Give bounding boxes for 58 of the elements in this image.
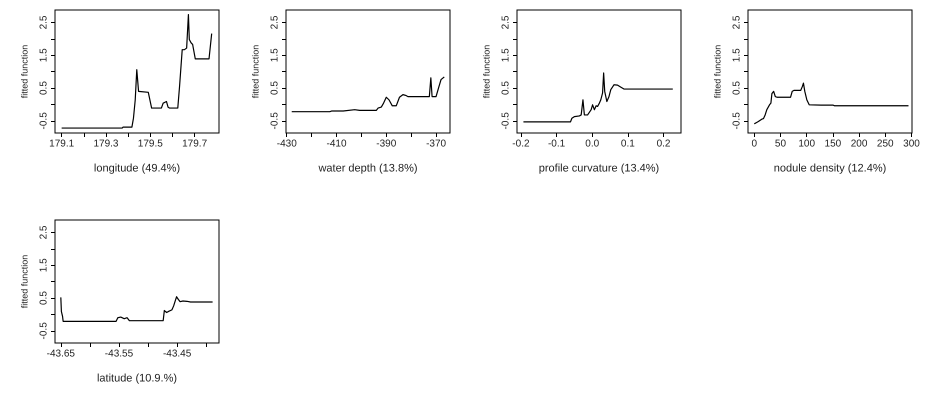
x-tick-label: -410 bbox=[326, 138, 347, 150]
y-tick-label: 0.5 bbox=[38, 290, 50, 306]
x-tick-label: -43.55 bbox=[104, 348, 134, 360]
x-axis-title: longitude (49.4%) bbox=[94, 162, 180, 174]
y-axis-title: fitted function bbox=[250, 44, 260, 98]
x-axis-title: profile curvature (13.4%) bbox=[538, 162, 660, 174]
y-tick-label: -0.5 bbox=[38, 112, 50, 130]
y-tick-label: 0.5 bbox=[500, 80, 512, 96]
y-tick-label: -0.5 bbox=[500, 112, 512, 130]
y-tick-label: 1.5 bbox=[38, 48, 50, 62]
y-tick-label: 2.5 bbox=[500, 15, 512, 30]
x-tick-label: -0.2 bbox=[512, 138, 530, 150]
x-axis-title: water depth (13.8%) bbox=[317, 162, 418, 174]
y-tick-label: -0.5 bbox=[270, 112, 280, 130]
line-series bbox=[291, 76, 445, 112]
line-series bbox=[522, 72, 674, 122]
x-tick-label: -390 bbox=[376, 138, 397, 150]
x-tick-label: 179.3 bbox=[93, 138, 119, 150]
x-tick-label: 50 bbox=[774, 138, 786, 150]
y-tick-label: 1.5 bbox=[38, 258, 50, 272]
y-tick-label: 0.5 bbox=[732, 80, 742, 96]
x-tick-label: 0 bbox=[752, 138, 758, 150]
x-tick-label: 0.1 bbox=[620, 138, 636, 150]
y-tick-label: 2.5 bbox=[732, 15, 742, 30]
y-tick-label: 0.5 bbox=[270, 80, 280, 96]
y-axis-title: fitted function bbox=[712, 44, 722, 98]
y-tick-label: 1.5 bbox=[500, 48, 512, 62]
x-tick-label: 0.2 bbox=[656, 138, 671, 150]
x-tick-label: 179.1 bbox=[49, 138, 75, 150]
x-tick-label: 179.5 bbox=[138, 138, 164, 150]
y-axis-title: fitted function bbox=[482, 44, 492, 98]
x-tick-label: 150 bbox=[824, 138, 842, 150]
x-tick-label: 0.0 bbox=[585, 138, 600, 150]
x-tick-label: -430 bbox=[276, 138, 298, 150]
y-tick-label: -0.5 bbox=[732, 112, 742, 130]
line-series bbox=[60, 296, 214, 322]
y-tick-label: 1.5 bbox=[270, 48, 280, 62]
y-axis-title: fitted function bbox=[20, 44, 30, 98]
x-tick-label: -43.65 bbox=[46, 348, 76, 360]
x-tick-label: 200 bbox=[850, 138, 868, 150]
y-tick-label: 0.5 bbox=[38, 80, 50, 96]
y-axis-title: fitted function bbox=[20, 254, 30, 308]
x-axis-title: latitude (10.9.%) bbox=[96, 372, 178, 384]
line-series bbox=[61, 14, 212, 129]
y-tick-label: -0.5 bbox=[38, 322, 50, 340]
x-tick-label: -43.45 bbox=[162, 348, 192, 360]
y-tick-label: 2.5 bbox=[38, 225, 50, 240]
y-tick-label: 2.5 bbox=[270, 15, 280, 30]
x-tick-label: -0.1 bbox=[548, 138, 566, 150]
y-tick-label: 2.5 bbox=[38, 15, 50, 30]
line-series bbox=[754, 82, 910, 124]
x-tick-label: 300 bbox=[903, 138, 920, 150]
x-tick-label: 179.7 bbox=[182, 138, 208, 150]
x-tick-label: 100 bbox=[798, 138, 816, 150]
x-axis-title: nodule density (12.4%) bbox=[774, 162, 886, 174]
x-tick-label: 250 bbox=[876, 138, 894, 150]
x-tick-label: -370 bbox=[426, 138, 447, 150]
y-tick-label: 1.5 bbox=[732, 48, 742, 62]
